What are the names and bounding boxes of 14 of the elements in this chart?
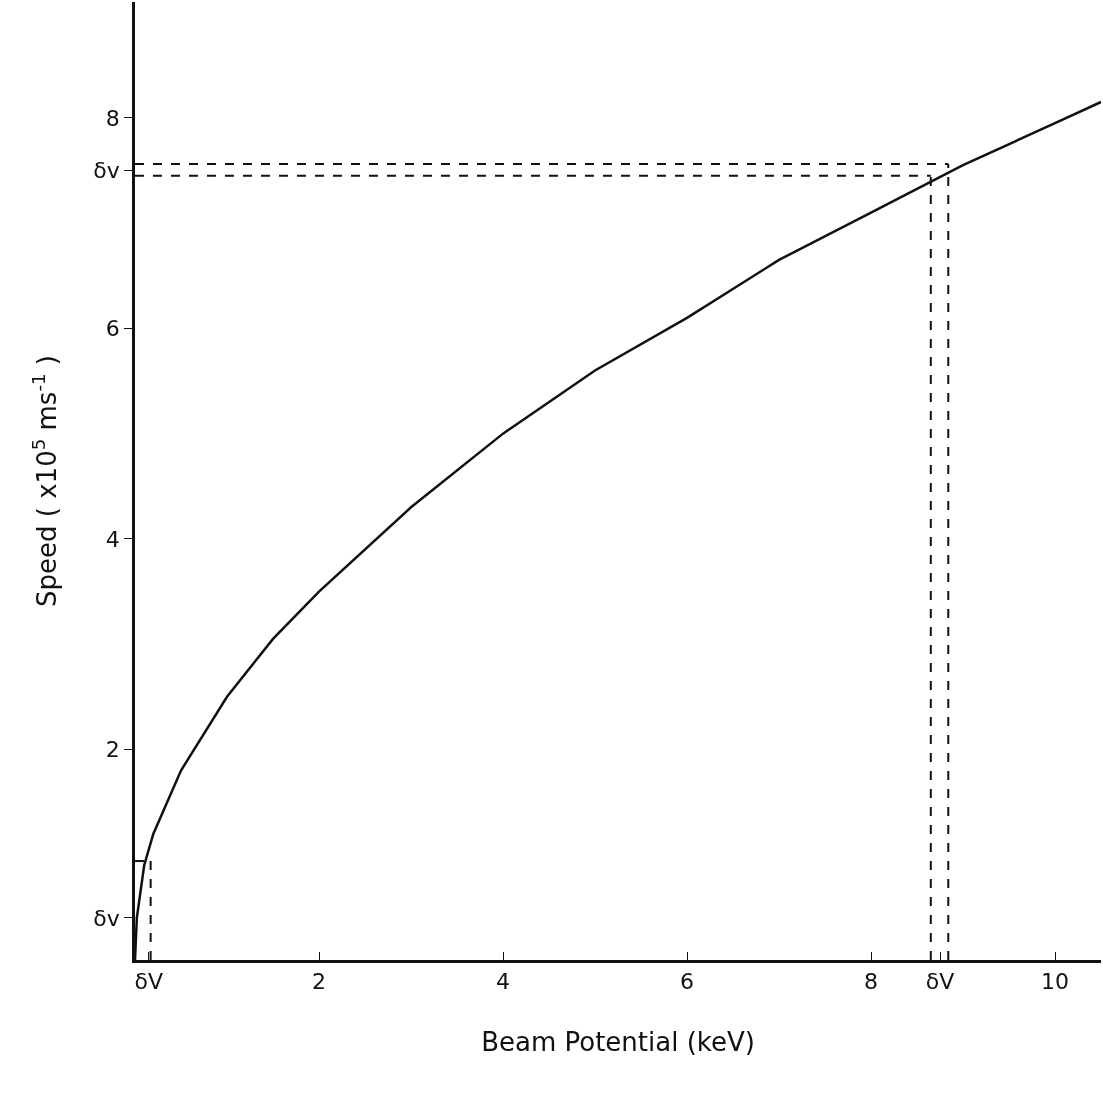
x-axis-title: Beam Potential (keV)	[481, 1026, 755, 1057]
x-tick-label: δV	[134, 969, 164, 995]
x-tick-label: 2	[312, 969, 326, 995]
x-tick-label: 6	[680, 969, 694, 995]
y-tick-label: 8	[105, 105, 120, 131]
y-tick-label: δv	[93, 158, 120, 184]
x-tick-label: 4	[496, 969, 510, 995]
x-tick-label: 10	[1041, 969, 1069, 995]
y-tick-label: 6	[105, 316, 120, 342]
x-tick-label: δV	[925, 969, 955, 995]
y-tick-label: 4	[105, 526, 120, 552]
x-tick-label: 8	[864, 969, 878, 995]
y-tick-label: 2	[105, 737, 120, 763]
y-tick-label: δv	[93, 905, 120, 931]
